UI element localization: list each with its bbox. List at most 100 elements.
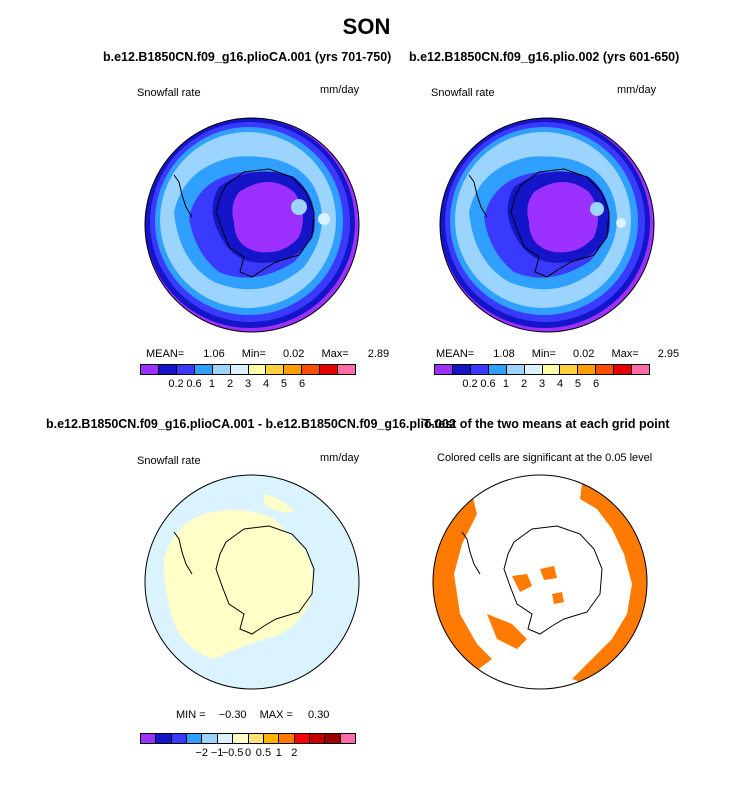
panel4-subtitle: Colored cells are significant at the 0.0… — [437, 452, 653, 464]
stat-label: Max= — [321, 348, 349, 360]
colorbar-tick-label: 3 — [244, 378, 252, 390]
colorbar-swatch — [302, 365, 321, 374]
colorbar-swatch — [435, 365, 453, 374]
panel3-map — [144, 474, 360, 690]
significant-region — [540, 566, 557, 580]
coastline — [503, 525, 603, 635]
peninsula — [173, 174, 193, 218]
stat-value: 0.02 — [282, 348, 305, 360]
colorbar-tick-label: −1 — [210, 747, 224, 759]
colorbar-tick-label: 1 — [502, 378, 510, 390]
colorbar-tick-label: −2 — [195, 747, 208, 759]
significant-region — [487, 614, 527, 649]
stat-label: MEAN= — [436, 348, 475, 360]
colorbar-swatch — [542, 365, 561, 374]
panel3-title: b.e12.B1850CN.f09_g16.plioCA.001 - b.e12… — [46, 417, 456, 431]
panel1-variable-label: Snowfall rate — [137, 87, 201, 99]
coastline — [510, 168, 610, 278]
panel1-colorbar: 0.2 0.6 1 2 3 4 5 6 — [140, 364, 356, 392]
peninsula — [468, 174, 488, 218]
colorbar-tick-label: 0 — [244, 747, 252, 759]
colorbar-swatch — [248, 734, 264, 743]
colorbar-swatch — [233, 734, 249, 743]
colorbar-tick-label: 4 — [262, 378, 270, 390]
colorbar-swatch — [470, 365, 489, 374]
map-border — [144, 474, 360, 690]
colorbar-tick-label: 2 — [291, 747, 298, 759]
significant-region — [552, 592, 564, 604]
colorbar-swatch — [230, 365, 249, 374]
peninsula — [461, 531, 481, 575]
colorbar-swatch — [248, 365, 267, 374]
colorbar-swatch — [187, 734, 203, 743]
colorbar-tick-label: 0.6 — [480, 378, 496, 390]
map-border — [144, 117, 360, 333]
colorbar-tick-label: 3 — [538, 378, 546, 390]
colorbar-swatch — [141, 365, 159, 374]
stat-value: 1.06 — [203, 348, 225, 360]
map-border — [432, 474, 648, 690]
colorbar-swatch — [176, 365, 195, 374]
coastline — [215, 168, 315, 278]
colorbar-swatch — [560, 365, 579, 374]
panel3-units-label: mm/day — [320, 452, 360, 464]
stat-label: Max= — [611, 348, 639, 360]
colorbar-tick-label: 0.6 — [186, 378, 202, 390]
panel3-colorbar: −2 −1 −0.5 0 0.5 1 2 — [140, 733, 356, 761]
colorbar-swatch — [320, 365, 339, 374]
colorbar-tick-label: 6 — [298, 378, 306, 390]
colorbar-tick-label: 2 — [520, 378, 528, 390]
colorbar-swatch — [171, 734, 188, 743]
panel2-units-label: mm/day — [617, 84, 657, 96]
wedge-patch — [318, 213, 330, 225]
positive-diff-region — [164, 510, 313, 659]
panel1-title: b.e12.B1850CN.f09_g16.plioCA.001 (yrs 70… — [103, 50, 392, 64]
stat-value: 0.02 — [572, 348, 595, 360]
colorbar-swatch — [284, 365, 303, 374]
colorbar-tick-label: 0.2 — [168, 378, 184, 390]
colorbar-tick-label: 5 — [280, 378, 288, 390]
colorbar-tick-label: 1 — [208, 378, 216, 390]
panel1-map — [144, 117, 360, 333]
colorbar-tick-label: 0.5 — [255, 747, 272, 759]
stat-value: 1.08 — [493, 348, 515, 360]
panel2-variable-label: Snowfall rate — [431, 87, 495, 99]
colorbar-swatch — [217, 734, 234, 743]
colorbar-swatch — [202, 734, 218, 743]
colorbar-swatch — [578, 365, 597, 374]
colorbar-swatch — [309, 734, 326, 743]
colorbar-swatch — [452, 365, 471, 374]
significant-region — [433, 494, 492, 674]
colorbar-swatch — [340, 734, 356, 743]
stat-value: 2.89 — [367, 348, 390, 360]
colorbar-swatch — [212, 365, 231, 374]
panel4-map — [432, 474, 648, 690]
colorbar-swatch — [141, 734, 157, 743]
panel1-units-label: mm/day — [320, 84, 360, 96]
interior-fill — [527, 182, 598, 253]
colorbar-swatch — [266, 365, 285, 374]
significant-region — [572, 484, 647, 684]
wedge-patch — [291, 199, 307, 215]
panel1-stats: MEAN= 1.06 Min= 0.02 Max= 2.89 — [146, 348, 389, 360]
colorbar-swatch — [614, 365, 633, 374]
colorbar-swatch — [158, 365, 177, 374]
panel3-variable-label: Snowfall rate — [137, 455, 201, 467]
colorbar-swatch — [156, 734, 172, 743]
stat-value: 2.95 — [657, 348, 680, 360]
colorbar-swatch — [632, 365, 650, 374]
colorbar-swatch — [506, 365, 525, 374]
colorbar-tick-label: 2 — [226, 378, 234, 390]
stat-label: Min= — [531, 348, 556, 360]
significant-region — [512, 574, 532, 592]
colorbar-swatch — [524, 365, 543, 374]
wedge-patch — [616, 218, 626, 228]
colorbar-swatch — [338, 365, 356, 374]
colorbar-swatch — [194, 365, 213, 374]
panel2-map — [439, 117, 655, 333]
panel2-colorbar: 0.2 0.6 1 2 3 4 5 6 — [434, 364, 650, 392]
colorbar-swatch — [279, 734, 295, 743]
interior-fill — [232, 182, 303, 253]
colorbar-swatch — [488, 365, 507, 374]
colorbar-tick-label: −0.5 — [221, 747, 244, 759]
